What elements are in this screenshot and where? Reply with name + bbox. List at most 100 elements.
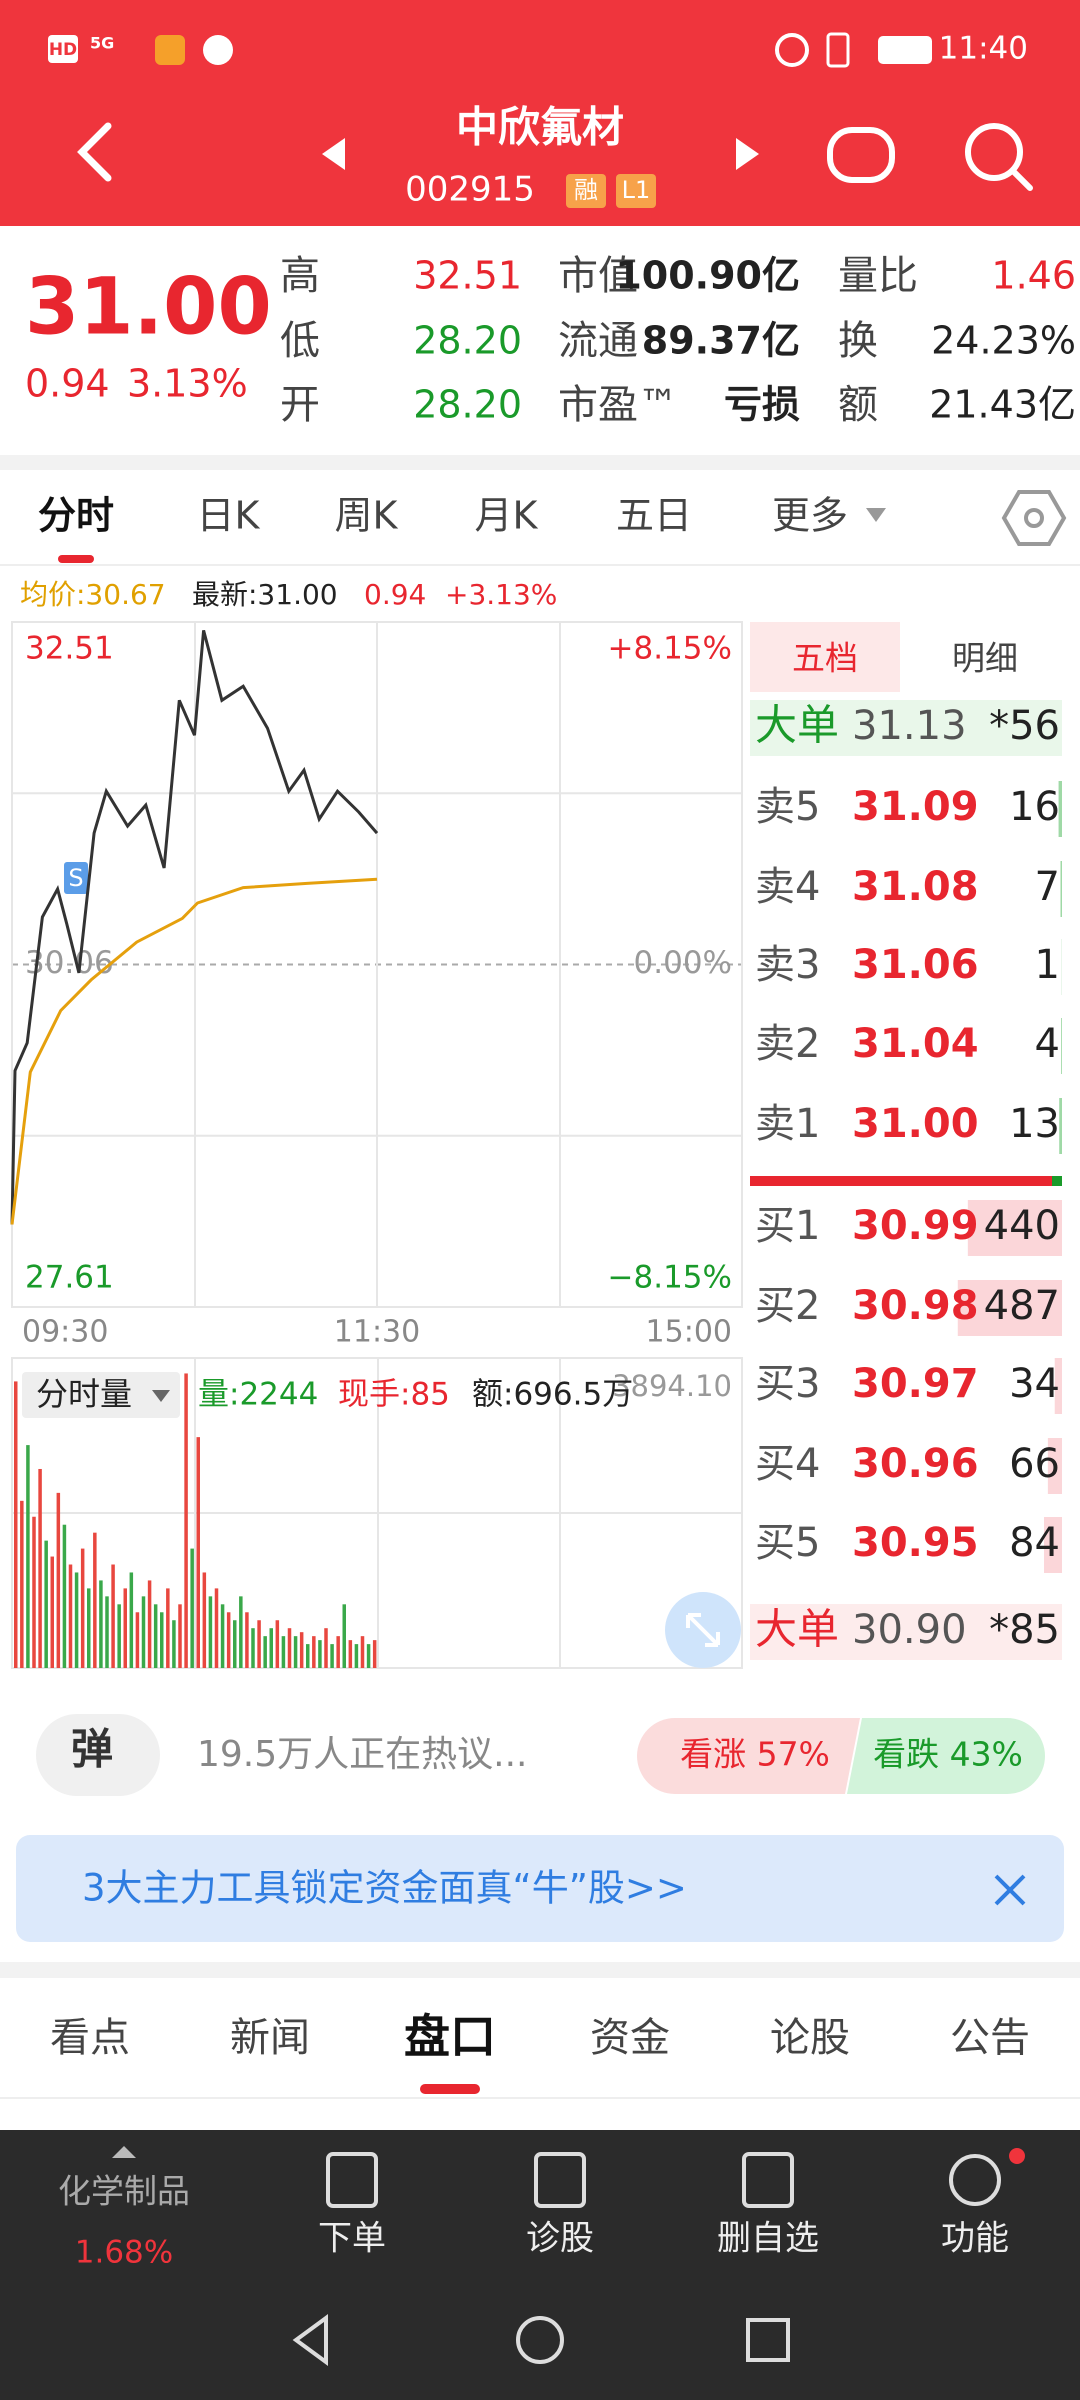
chart-tab[interactable]: 分时 [38,494,114,538]
stat-value: 亏损 [724,383,800,427]
back-button[interactable] [77,122,112,182]
sector-change: 1.68% [75,2235,173,2271]
book-volume: 34 [1009,1361,1060,1407]
x-tick-label: 09:30 [22,1315,108,1350]
badge-dot [1009,2148,1025,2164]
nav-item[interactable]: 删自选 [717,2219,819,2259]
stat-value: 32.51 [413,254,522,298]
bull-button[interactable] [637,1718,860,1794]
volume-bar [360,1636,365,1668]
bear-button[interactable]: 看跌 43% [873,1735,1023,1774]
sector-name[interactable]: 化学制品 [58,2172,190,2211]
book-label: 买1 [755,1203,820,1249]
banner-close[interactable] [994,1874,1026,1906]
stat-label: 额 [838,382,878,428]
banner[interactable] [16,1835,1064,1942]
nav-back[interactable] [292,2314,328,2366]
nav-item[interactable]: 下单 [318,2219,386,2259]
volume-bar [20,1500,24,1668]
volume-bar [87,1588,91,1668]
detail-tab[interactable]: 公告 [950,2015,1030,2061]
stat-label: 市盈™ [558,382,678,428]
volume-selector[interactable]: 分时量 [36,1375,132,1413]
depth-bar [1061,1018,1062,1074]
price-line [10,630,379,1225]
more-arrow [866,508,886,522]
volume-bar [281,1636,286,1668]
book-tab[interactable]: 五档 [792,639,858,678]
danmu-button[interactable]: 弹 [71,1725,113,1774]
depth-bar [1047,1438,1062,1494]
bear-button[interactable] [847,1718,1045,1794]
stat-value: 28.20 [413,319,522,363]
stat-value: 1.46 [991,254,1076,298]
next-stock[interactable] [736,138,759,170]
volume-bar [111,1564,115,1668]
volume-bar [239,1596,243,1668]
chart-tab[interactable]: 五日 [616,494,692,538]
chart-tab[interactable]: 日K [197,494,261,538]
detail-tab[interactable]: 资金 [590,2015,670,2061]
volume-bar [208,1596,213,1668]
battery [878,36,932,64]
detail-tab[interactable]: 盘口 [404,2010,496,2064]
tab-indicator [420,2084,480,2094]
big-order-bg [750,1604,1062,1660]
y2-tick-label: −8.15% [608,1260,732,1296]
detail-tab[interactable]: 新闻 [230,2015,310,2061]
book-label: 大单 [755,701,839,750]
depth-bar [967,1200,1062,1256]
nav-item[interactable]: 功能 [941,2219,1009,2259]
status-icon [775,33,809,67]
chart-tab[interactable]: 更多 [772,494,848,538]
banner-text[interactable]: 3大主力工具锁定资金面真“牛”股>> [82,1867,687,1910]
prev-stock[interactable] [322,138,345,170]
search-icon[interactable] [965,123,1023,181]
stat-label: 量比 [838,253,918,299]
detail-tab[interactable]: 看点 [50,2015,130,2061]
chart-settings[interactable] [1001,490,1067,546]
book-volume: 16 [1009,784,1060,830]
stat-label: 换 [838,318,878,364]
volume-bar [38,1468,42,1668]
volume-bar [263,1636,267,1668]
book-label: 卖1 [755,1101,820,1147]
expand-sector[interactable] [112,2146,136,2158]
volume-bar [153,1604,158,1668]
price: 31.00 [25,262,272,352]
book-volume: 487 [984,1283,1060,1329]
book-tab[interactable]: 明细 [952,639,1018,678]
book-label: 买5 [755,1520,820,1566]
bull-button[interactable]: 看涨 57% [680,1735,830,1774]
nav-item[interactable]: 诊股 [526,2219,594,2259]
nav-recent[interactable] [746,2318,790,2362]
volume-bar [44,1540,48,1668]
divider [0,455,1080,470]
status-icon [203,35,233,65]
chart-tab[interactable]: 周K [335,494,399,538]
danmu-button[interactable] [36,1714,160,1796]
badge [616,174,656,208]
depth-bar [957,1280,1062,1336]
robot-icon[interactable] [827,127,895,183]
chart-legend: 最新:31.00 [192,578,338,611]
status-text: 5G [90,34,114,53]
change: 0.94 [25,362,110,406]
volume-bar [318,1640,322,1668]
chart-tab[interactable]: 月K [475,494,539,538]
volume-bar [56,1492,61,1668]
volume-bar [147,1580,152,1668]
nav-icon [326,2152,378,2208]
volume-selector[interactable] [22,1372,180,1418]
stat-value: 24.23% [931,319,1076,363]
book-price: 31.04 [852,1021,979,1067]
status-text: HD [49,40,77,60]
detail-tab[interactable]: 论股 [770,2015,850,2061]
volume-bar [306,1644,310,1668]
volume-bar [299,1632,304,1668]
nav-icon [742,2152,794,2208]
nav-home[interactable] [516,2316,564,2364]
book-volume: 4 [1035,1021,1060,1067]
